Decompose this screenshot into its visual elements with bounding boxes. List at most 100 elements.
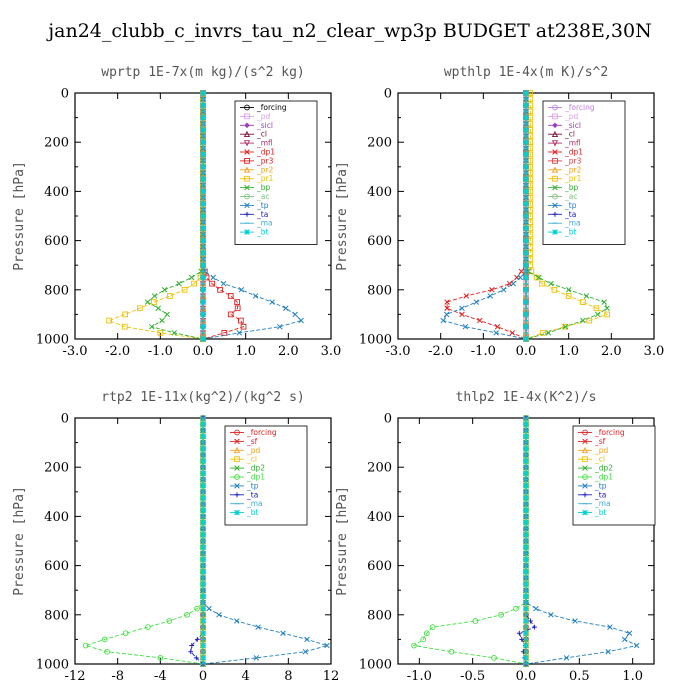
- data-point-tp: [238, 287, 245, 293]
- x-tick-label: 12: [323, 669, 340, 684]
- data-point-bt: [200, 421, 206, 427]
- y-tick-label: 1000: [359, 333, 392, 348]
- legend-marker: [551, 130, 559, 138]
- panel-title: wpthlp 1E-4x(m K)/s^2: [444, 65, 608, 80]
- legend-entry: _bt: [256, 228, 269, 237]
- data-point-bt: [200, 163, 206, 170]
- data-point-dp1: [104, 648, 110, 655]
- x-tick-label: 4: [242, 669, 250, 684]
- data-point-bt: [523, 532, 529, 538]
- data-point-tp: [459, 305, 465, 312]
- legend-entry: _pr3: [564, 156, 582, 165]
- data-point-bt: [523, 90, 529, 96]
- series-bt: [200, 90, 206, 342]
- chart-panel-rtp2: rtp2 1E-11x(kg^2)/(kg^2 s) Pressure [hPa]…: [12, 390, 340, 684]
- data-point-bt: [200, 139, 206, 146]
- data-point-bt: [523, 114, 529, 121]
- data-point-pr1: [540, 330, 546, 336]
- data-point-bp: [151, 293, 158, 299]
- legend-marker: [244, 122, 250, 129]
- data-point-tp: [510, 280, 516, 287]
- x-tick-label: 3.0: [644, 344, 665, 359]
- legend-marker: [552, 211, 558, 217]
- legend-marker: [243, 166, 251, 173]
- data-point-pr1: [157, 330, 164, 336]
- data-point-pr1: [181, 286, 188, 293]
- legend-marker: [552, 122, 558, 129]
- data-point-bt: [200, 544, 206, 550]
- data-point-bp: [155, 305, 161, 312]
- data-point-bt: [523, 163, 529, 170]
- data-point-bp: [601, 299, 607, 305]
- data-point-pr3: [209, 280, 215, 287]
- data-point-tp: [292, 311, 298, 318]
- legend-entry: _pr2: [564, 165, 582, 174]
- legend-entry: _ta: [246, 490, 258, 499]
- x-tick-label: -1.0: [471, 344, 496, 359]
- legend-entry: _cl: [594, 455, 605, 464]
- legend-entry: _ma: [594, 499, 611, 508]
- legend-entry: _dp1: [564, 148, 583, 157]
- legend-marker: [243, 130, 251, 138]
- series-dp1: [82, 415, 206, 667]
- data-point-tp: [462, 323, 469, 330]
- data-point-bt: [200, 495, 206, 501]
- panel-title: rtp2 1E-11x(kg^2)/(kg^2 s): [101, 390, 305, 405]
- legend-marker: [582, 438, 588, 445]
- x-tick-label: -1.0: [148, 344, 173, 359]
- data-point-bp: [164, 311, 170, 318]
- data-point-dp1: [423, 630, 430, 637]
- data-point-bp: [565, 287, 572, 293]
- data-point-bt: [200, 532, 206, 538]
- legend-entry: _mfl: [564, 139, 581, 148]
- legend-entry: _dp2: [594, 464, 613, 473]
- legend-entry: _ac: [256, 192, 269, 201]
- data-point-tp: [277, 323, 283, 330]
- data-point-bp: [548, 280, 554, 287]
- data-point-ta: [516, 630, 522, 636]
- data-point-dp1: [411, 642, 417, 649]
- legend-entry: _dp1: [246, 473, 265, 482]
- series-dp1: [444, 90, 529, 342]
- legend-marker: [234, 509, 240, 516]
- data-point-dp1: [489, 287, 495, 293]
- data-point-bt: [200, 102, 206, 109]
- legend-marker: [551, 140, 559, 147]
- data-point-ta: [519, 637, 525, 642]
- data-point-dp1: [429, 624, 436, 630]
- legend-marker: [582, 465, 588, 471]
- legend-entry: _sf: [594, 437, 606, 446]
- legend-marker: [552, 158, 558, 164]
- data-point-dp1: [420, 636, 427, 643]
- series-line-tp: [442, 93, 527, 340]
- data-point-dp1: [491, 655, 497, 661]
- data-point-ta: [189, 643, 195, 648]
- data-point-bt: [200, 250, 206, 256]
- data-point-bt: [200, 445, 206, 452]
- legend-marker: [233, 446, 241, 454]
- legend-entry: _bp: [256, 183, 271, 192]
- data-point-bt: [523, 458, 529, 464]
- data-point-bt: [523, 274, 529, 281]
- data-point-tp: [234, 618, 240, 624]
- data-point-bt: [523, 655, 529, 661]
- x-tick-label: 0.5: [569, 669, 590, 684]
- series-bp: [144, 90, 206, 342]
- chart-panel-wprtp: wprtp 1E-7x(m kg)/(s^2 kg) Pressure [hPa]…: [12, 65, 341, 359]
- data-point-bt: [200, 286, 206, 293]
- data-point-bt: [523, 605, 529, 612]
- y-tick-label: 1000: [36, 333, 69, 348]
- data-point-dp1: [194, 605, 200, 612]
- legend-marker: [234, 492, 240, 498]
- series-line-dp1: [446, 93, 527, 340]
- data-point-bp: [536, 274, 542, 281]
- data-point-bt: [523, 593, 529, 600]
- data-point-tp: [563, 655, 570, 661]
- data-point-dp1: [513, 605, 519, 612]
- data-point-bp: [583, 293, 590, 299]
- data-point-tp: [324, 642, 330, 649]
- data-point-bt: [523, 336, 529, 342]
- legend-entry: _tp: [256, 201, 269, 210]
- data-point-ta: [193, 655, 199, 661]
- data-point-pr3: [240, 323, 247, 330]
